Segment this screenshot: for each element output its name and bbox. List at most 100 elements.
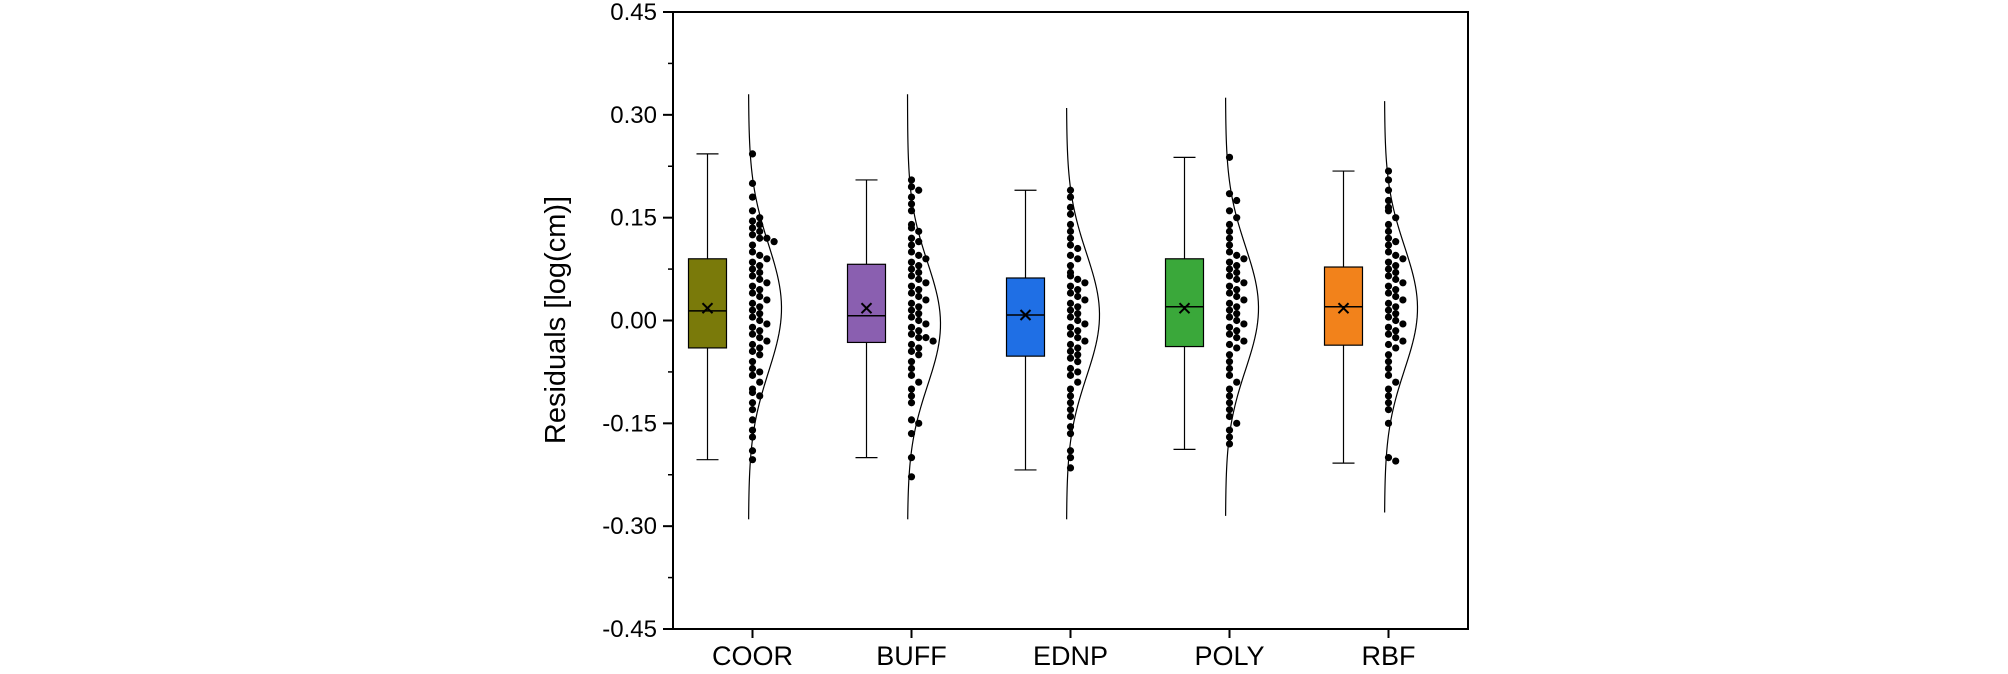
data-point <box>1233 214 1241 222</box>
data-point <box>1066 323 1075 331</box>
data-point <box>1225 282 1234 290</box>
data-point <box>907 234 916 242</box>
data-point <box>907 248 916 256</box>
data-point <box>1066 306 1075 314</box>
data-point <box>907 385 916 393</box>
x-tick-label: EDNP <box>1033 641 1108 671</box>
data-point <box>1392 457 1400 465</box>
data-point <box>1066 385 1075 393</box>
data-point <box>1225 258 1234 266</box>
data-point <box>922 320 930 328</box>
data-point <box>1399 279 1407 287</box>
data-point <box>915 419 923 427</box>
data-point <box>1225 371 1234 379</box>
data-point <box>1074 286 1082 294</box>
data-point <box>1233 196 1241 205</box>
data-point <box>1233 268 1241 277</box>
series-layer <box>687 94 1419 520</box>
data-point <box>907 323 916 331</box>
data-point <box>915 275 923 283</box>
data-point <box>1225 220 1234 229</box>
data-point <box>763 255 771 263</box>
data-point <box>756 262 764 270</box>
data-point <box>756 286 764 294</box>
data-point <box>915 351 923 359</box>
data-point <box>748 416 757 424</box>
data-point <box>1066 330 1075 338</box>
data-point <box>1233 275 1241 283</box>
data-point <box>1225 289 1234 297</box>
data-point <box>756 378 764 386</box>
data-point <box>915 344 923 352</box>
mean-marker <box>860 302 873 314</box>
data-point <box>1066 412 1075 421</box>
data-point <box>1384 364 1393 373</box>
data-point <box>1384 392 1393 400</box>
mean-marker <box>1019 309 1032 321</box>
x-axis: COOR BUFF EDNP POLY RBF <box>712 629 1416 671</box>
data-point <box>1066 220 1075 229</box>
mean-marker <box>1178 302 1191 314</box>
y-tick-label: 0.15 <box>610 205 657 232</box>
data-point <box>1384 406 1393 414</box>
data-point <box>1225 358 1234 366</box>
data-point <box>1074 378 1082 386</box>
data-point <box>763 296 771 304</box>
data-point <box>748 340 757 349</box>
data-point <box>1225 426 1234 434</box>
series-buff <box>846 94 942 520</box>
data-point <box>1384 207 1393 215</box>
data-point <box>756 292 764 301</box>
data-point <box>1384 454 1393 462</box>
data-point <box>907 330 916 338</box>
data-point <box>915 186 923 194</box>
data-point <box>1225 248 1234 256</box>
data-point <box>907 364 916 373</box>
data-point <box>748 241 757 249</box>
data-point <box>1074 255 1082 263</box>
data-point <box>748 456 757 464</box>
data-point <box>1225 190 1234 198</box>
data-point <box>748 207 757 215</box>
data-point <box>1384 272 1393 280</box>
data-point <box>1392 310 1400 318</box>
data-point <box>1225 323 1234 331</box>
data-point <box>1384 234 1393 242</box>
data-point <box>1225 272 1234 280</box>
data-point <box>1392 334 1400 342</box>
data-point <box>1225 153 1234 161</box>
data-point <box>907 176 916 184</box>
data-point <box>915 303 923 311</box>
data-point <box>1066 227 1075 235</box>
data-point <box>1074 334 1082 342</box>
data-point <box>907 272 916 280</box>
series-ednp <box>1005 107 1101 520</box>
data-point <box>756 368 764 376</box>
data-point <box>1066 340 1075 349</box>
data-point <box>1384 176 1393 184</box>
data-point <box>1240 296 1248 304</box>
data-point <box>748 347 757 355</box>
data-point <box>756 303 764 311</box>
mean-marker <box>1337 302 1350 314</box>
y-tick-label: -0.45 <box>602 616 657 643</box>
x-tick-label: COOR <box>712 641 793 671</box>
data-point <box>1240 279 1248 287</box>
data-point <box>907 224 916 232</box>
data-point <box>1081 320 1089 328</box>
data-point <box>756 275 764 283</box>
data-point <box>1384 371 1393 379</box>
data-point <box>1384 265 1393 273</box>
data-point <box>1392 286 1400 294</box>
data-point <box>1384 248 1393 256</box>
data-point <box>748 364 757 373</box>
data-point <box>1225 340 1234 349</box>
data-point <box>1074 358 1082 366</box>
data-point <box>1066 241 1075 249</box>
data-point <box>1074 351 1082 359</box>
y-tick-label: -0.30 <box>602 513 657 540</box>
data-point <box>1392 303 1400 311</box>
data-point <box>907 392 916 400</box>
data-point <box>1066 210 1075 218</box>
data-point <box>1384 306 1393 314</box>
